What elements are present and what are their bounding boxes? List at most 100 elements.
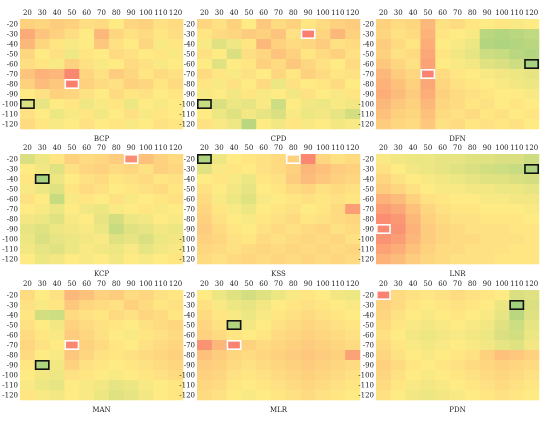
heatmap-cell — [464, 184, 481, 195]
x-tick-label: 70 — [453, 9, 462, 17]
y-tick-label: -90 — [184, 225, 195, 233]
heatmap-cell — [153, 59, 169, 70]
heatmap-cell — [450, 290, 466, 301]
heatmap-cell — [256, 254, 272, 265]
x-tick-label: 120 — [169, 144, 182, 152]
heatmap-cell — [197, 234, 213, 245]
heatmap-cell — [49, 370, 65, 381]
x-tick-label: 60 — [438, 9, 447, 17]
heatmap-cell — [64, 290, 80, 301]
heatmap-cell — [479, 360, 495, 371]
heatmap-cell — [435, 174, 451, 185]
heatmap-cell — [285, 194, 302, 205]
heatmap-cell — [345, 164, 361, 175]
heatmap-cell — [49, 184, 65, 195]
y-tick-label: -100 — [358, 371, 374, 379]
heatmap-cell — [168, 390, 184, 401]
heatmap-cell — [479, 204, 495, 215]
heatmap-cell — [345, 89, 361, 100]
heatmap-cell — [420, 89, 436, 100]
heatmap-cell — [94, 109, 110, 120]
heatmap-cell — [494, 370, 510, 381]
heatmap-cell — [256, 29, 272, 40]
y-tick-label: -70 — [363, 70, 374, 78]
heatmap-cell — [420, 234, 436, 245]
heatmap-cell — [330, 89, 346, 100]
heatmap-cell — [20, 300, 36, 311]
heatmap-cell — [138, 119, 154, 130]
x-tick-label: 50 — [423, 9, 432, 17]
heatmap-cell — [450, 164, 466, 175]
heatmap-cell — [49, 174, 65, 185]
heatmap-cell — [79, 119, 95, 130]
heatmap-cell — [420, 244, 436, 255]
y-tick-label: -90 — [363, 225, 374, 233]
heatmap-cell — [405, 184, 421, 195]
y-tick-label: -60 — [7, 195, 18, 203]
heatmap-cell — [168, 89, 184, 100]
heatmap-cell — [494, 164, 510, 175]
heatmap-cell — [420, 49, 436, 60]
heatmap-cell — [509, 300, 525, 311]
heatmap-cell — [256, 59, 272, 70]
heatmap-cell — [420, 370, 436, 381]
heatmap-cell — [450, 360, 466, 371]
heatmap-cell — [79, 214, 95, 225]
x-tick-label: 30 — [38, 280, 47, 288]
heatmap-cell — [20, 234, 36, 245]
heatmap-cell — [49, 310, 65, 321]
heatmap-cell — [64, 254, 80, 265]
heatmap-cell — [345, 69, 361, 80]
y-tick-label: -80 — [7, 351, 18, 359]
heatmap-cell — [168, 330, 184, 341]
heatmap-cell — [420, 290, 436, 301]
heatmap-cell — [211, 360, 227, 371]
heatmap-cell — [330, 119, 346, 130]
heatmap-cell — [94, 69, 110, 80]
heatmap-cell — [315, 49, 331, 60]
heatmap-cell — [138, 204, 154, 215]
heatmap-cell — [94, 19, 110, 30]
heatmap-cell — [108, 19, 125, 30]
heatmap-cell — [450, 370, 466, 381]
y-tick-label: -70 — [363, 205, 374, 213]
heatmap-cell — [315, 109, 331, 120]
heatmap-cell — [226, 184, 242, 195]
heatmap-cell — [405, 89, 421, 100]
heatmap-cell — [509, 174, 525, 185]
heatmap-cell — [420, 184, 436, 195]
heatmap-cell — [300, 119, 316, 130]
heatmap-cell — [20, 244, 36, 255]
heatmap-cell — [390, 154, 406, 165]
heatmap-cell — [256, 49, 272, 60]
heatmap-cell — [330, 99, 346, 110]
heatmap-cell — [271, 310, 287, 321]
heatmap-cell — [197, 380, 213, 391]
heatmap-cell — [34, 89, 50, 100]
x-tick-label: 50 — [67, 9, 76, 17]
heatmap-cell — [153, 234, 169, 245]
x-tick-label: 70 — [274, 144, 283, 152]
heatmap-cell — [300, 350, 316, 361]
heatmap-cell — [450, 174, 466, 185]
heatmap-cell — [300, 59, 316, 70]
heatmap-cell — [524, 234, 540, 245]
heatmap-cell — [211, 320, 227, 331]
heatmap-cell — [524, 380, 540, 391]
heatmap-cell — [94, 204, 110, 215]
heatmap-cell — [285, 154, 302, 165]
heatmap-cell — [241, 119, 257, 130]
heatmap-cell — [494, 184, 510, 195]
heatmap-cell — [49, 320, 65, 331]
heatmap-cell — [226, 99, 242, 110]
heatmap-cell — [420, 39, 436, 50]
heatmap-cell — [435, 290, 451, 301]
heatmap-cell — [34, 234, 50, 245]
heatmap-cell — [49, 360, 65, 371]
heatmap-cell — [211, 59, 227, 70]
heatmap-cell — [420, 390, 436, 401]
heatmap-cell — [479, 119, 495, 130]
heatmap-cell — [49, 300, 65, 311]
heatmap-cell — [123, 234, 139, 245]
heatmap-cell — [108, 320, 125, 331]
